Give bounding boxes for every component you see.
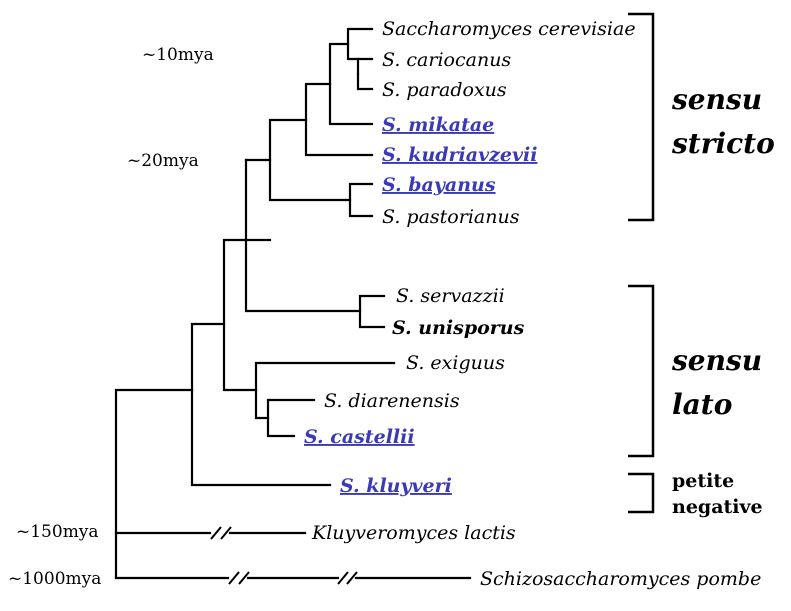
taxon-labels: Saccharomyces cerevisiae S. cariocanus S… <box>304 18 761 590</box>
break-mark <box>210 526 222 540</box>
bracket-sensu-lato <box>628 284 655 458</box>
break-mark <box>238 571 250 585</box>
time-labels: ~10mya ~20mya ~150mya ~1000mya <box>8 45 214 589</box>
break-mark <box>228 571 240 585</box>
taxon-exiguus: S. exiguus <box>406 352 505 374</box>
group-labels: sensu stricto sensu lato petite negative <box>671 83 775 518</box>
group-brackets <box>628 12 655 514</box>
taxon-pombe: Schizosaccharomyces pombe <box>480 568 761 590</box>
break-mark <box>337 571 349 585</box>
time-label-10mya: ~10mya <box>142 45 214 65</box>
taxon-unisporus: S. unisporus <box>392 317 525 339</box>
branch-break-marks <box>210 526 358 585</box>
break-mark <box>346 571 358 585</box>
taxon-cerevisiae: Saccharomyces cerevisiae <box>382 18 636 40</box>
taxon-pastorianus: S. pastorianus <box>382 206 520 228</box>
taxon-castellii-link[interactable]: S. castellii <box>304 426 415 448</box>
time-label-150mya: ~150mya <box>16 522 99 542</box>
bracket-petite-negative <box>628 472 655 514</box>
time-label-1000mya: ~1000mya <box>8 569 101 589</box>
group-label-sensu-stricto-line1: sensu <box>671 83 762 116</box>
bracket-sensu-stricto <box>628 12 655 222</box>
taxon-cariocanus: S. cariocanus <box>382 49 511 71</box>
taxon-kudriavzevii-link[interactable]: S. kudriavzevii <box>382 144 537 166</box>
group-label-petite-line2: negative <box>672 496 763 518</box>
taxon-kluyveri-link[interactable]: S. kluyveri <box>340 475 452 497</box>
time-label-20mya: ~20mya <box>127 151 199 171</box>
taxon-bayanus-link[interactable]: S. bayanus <box>382 174 496 196</box>
group-label-petite-line1: petite <box>672 470 734 492</box>
taxon-mikatae-link[interactable]: S. mikatae <box>382 114 494 136</box>
group-label-sensu-lato-line1: sensu <box>671 344 762 377</box>
group-label-sensu-lato-line2: lato <box>672 388 732 421</box>
break-mark <box>220 526 232 540</box>
group-label-sensu-stricto-line2: stricto <box>671 127 775 160</box>
taxon-servazzii: S. servazzii <box>396 285 505 307</box>
taxon-diarenensis: S. diarenensis <box>324 390 460 412</box>
taxon-paradoxus: S. paradoxus <box>382 79 507 101</box>
taxon-lactis: Kluyveromyces lactis <box>311 522 516 544</box>
tree-branches <box>114 27 472 580</box>
